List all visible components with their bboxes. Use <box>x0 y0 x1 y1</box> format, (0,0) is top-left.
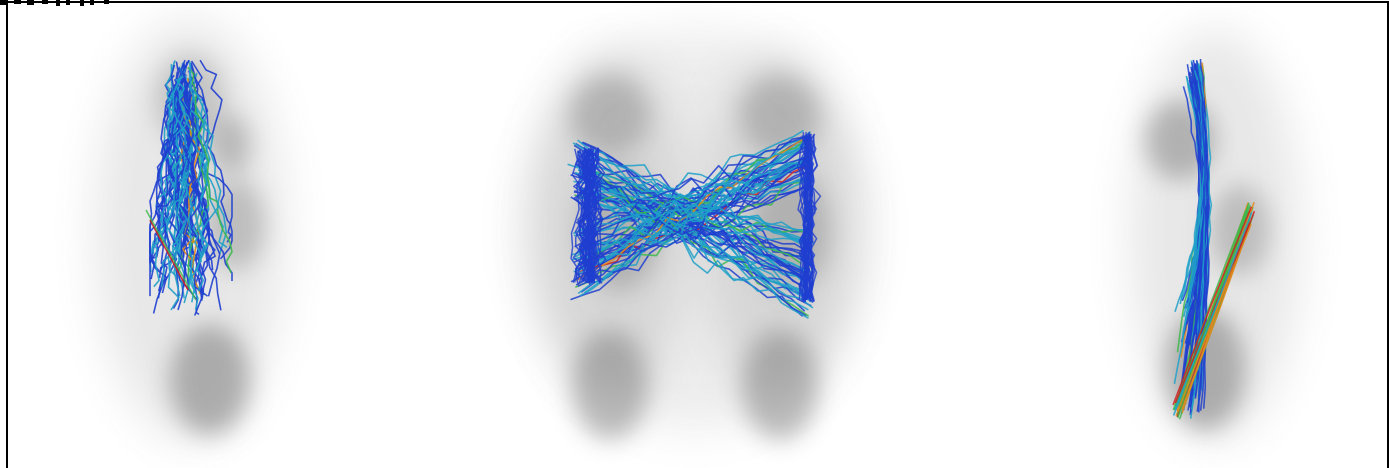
trajectory-line <box>582 146 599 284</box>
trajectory-bundle-right <box>1172 58 1256 420</box>
trajectory-line <box>578 175 809 289</box>
trajectory-line <box>155 98 199 242</box>
density-shoulder <box>210 115 250 175</box>
trajectory-line <box>798 136 810 303</box>
trajectory-line <box>583 147 604 286</box>
trajectory-line <box>583 137 810 294</box>
trajectory-bundle-left <box>145 59 233 316</box>
trajectory-line <box>171 89 192 254</box>
trajectory-line <box>570 150 587 283</box>
trajectory-line <box>176 87 216 301</box>
trajectory-line <box>1190 60 1206 310</box>
trajectory-line <box>1176 223 1252 412</box>
trajectory-line <box>1174 212 1253 410</box>
trajectory-line <box>581 176 814 309</box>
trajectory-line <box>572 129 804 235</box>
trajectory-line <box>572 142 808 285</box>
density-map-right <box>1130 30 1300 440</box>
trajectory-line <box>166 87 199 277</box>
trajectory-line <box>579 157 806 236</box>
trajectory-line <box>172 67 193 288</box>
trajectory-line <box>581 139 812 261</box>
trajectory-line <box>187 66 233 274</box>
trajectory-line <box>145 209 197 301</box>
trajectory-line <box>180 59 221 297</box>
trajectory-line <box>199 59 233 260</box>
trajectory-line <box>573 148 596 281</box>
trajectory-line <box>577 159 804 317</box>
cropped-header-glyphs <box>0 0 109 6</box>
trajectory-line <box>803 132 811 300</box>
trajectory-line <box>153 86 180 288</box>
trajectory-line <box>1172 206 1253 406</box>
trajectory-line <box>593 149 607 284</box>
trajectory-line <box>189 61 222 303</box>
trajectory-line <box>578 136 804 236</box>
trajectory-line <box>1174 209 1247 406</box>
trajectory-line <box>803 135 814 302</box>
density-legs <box>170 325 250 435</box>
trajectory-line <box>573 180 810 231</box>
trajectory-line <box>573 160 812 237</box>
trajectory-line <box>801 134 813 300</box>
trajectory-line <box>1178 202 1250 411</box>
trajectory-bundle-center <box>567 129 822 319</box>
trajectory-line <box>149 219 189 291</box>
trajectory-line <box>581 160 812 227</box>
trajectory-line <box>575 182 813 286</box>
trajectory-line <box>574 171 807 299</box>
trajectory-line <box>571 148 587 280</box>
trajectory-line <box>576 159 805 276</box>
trajectory-line <box>577 157 812 288</box>
trajectory-line <box>586 149 604 281</box>
trajectory-line <box>572 158 809 261</box>
trajectory-line <box>578 171 805 266</box>
